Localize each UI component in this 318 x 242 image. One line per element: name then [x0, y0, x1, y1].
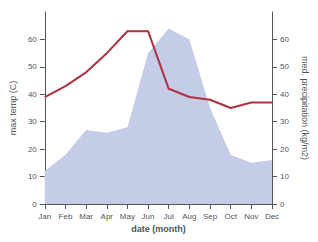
svg-text:50: 50: [28, 62, 37, 71]
svg-text:Mar: Mar: [79, 212, 93, 221]
svg-text:0: 0: [32, 200, 37, 209]
svg-text:Oct: Oct: [224, 212, 237, 221]
svg-text:0: 0: [280, 200, 285, 209]
svg-text:date (month): date (month): [131, 224, 186, 234]
svg-text:30: 30: [28, 117, 37, 126]
svg-text:med. precipitation (kg/m2): med. precipitation (kg/m2): [300, 56, 310, 160]
svg-text:10: 10: [28, 172, 37, 181]
svg-text:50: 50: [280, 62, 289, 71]
svg-text:May: May: [120, 212, 135, 221]
svg-text:40: 40: [28, 90, 37, 99]
svg-text:40: 40: [280, 90, 289, 99]
svg-text:Aug: Aug: [182, 212, 196, 221]
svg-text:Dec: Dec: [265, 212, 279, 221]
svg-text:Sep: Sep: [203, 212, 218, 221]
svg-text:20: 20: [280, 145, 289, 154]
svg-text:Nov: Nov: [244, 212, 258, 221]
svg-text:Jun: Jun: [142, 212, 155, 221]
svg-text:max temp (C): max temp (C): [8, 81, 18, 136]
svg-text:60: 60: [28, 35, 37, 44]
svg-text:Jul: Jul: [164, 212, 174, 221]
svg-text:Feb: Feb: [59, 212, 73, 221]
svg-text:10: 10: [280, 172, 289, 181]
svg-text:30: 30: [280, 117, 289, 126]
svg-text:60: 60: [280, 35, 289, 44]
svg-text:Jan: Jan: [38, 212, 51, 221]
svg-text:Apr: Apr: [101, 212, 114, 221]
svg-text:20: 20: [28, 145, 37, 154]
